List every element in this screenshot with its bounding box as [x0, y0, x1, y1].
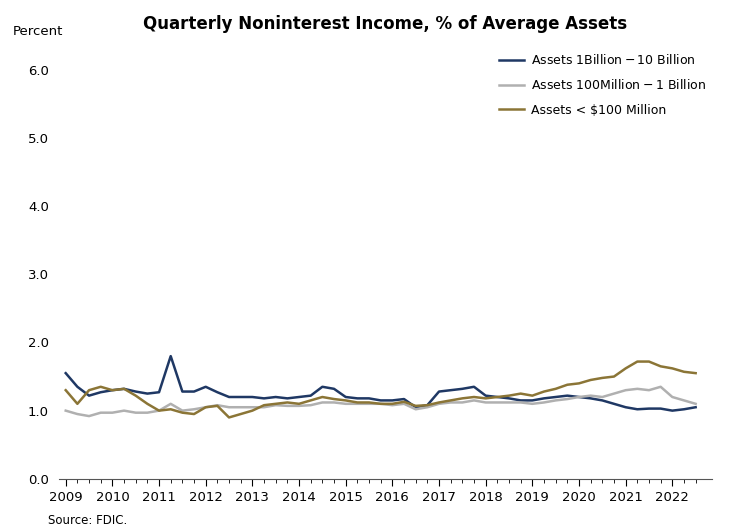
Assets < $100 Million — [644, 359, 653, 365]
Assets < $100 Million — [178, 410, 186, 416]
Assets $1 Billion - $10 Billion — [225, 394, 233, 400]
Assets $100 Million - $1 Billion — [680, 397, 688, 404]
Assets $100 Million - $1 Billion — [656, 384, 665, 390]
Line: Assets $100 Million - $1 Billion: Assets $100 Million - $1 Billion — [66, 387, 696, 416]
Assets < $100 Million — [680, 369, 688, 375]
Assets $1 Billion - $10 Billion — [668, 408, 677, 414]
Assets $1 Billion - $10 Billion — [131, 388, 140, 395]
Assets < $100 Million — [691, 370, 700, 376]
Assets < $100 Million — [225, 414, 233, 421]
Line: Assets < $100 Million: Assets < $100 Million — [66, 362, 696, 418]
Assets $100 Million - $1 Billion — [189, 406, 198, 412]
Title: Quarterly Noninterest Income, % of Average Assets: Quarterly Noninterest Income, % of Avera… — [143, 15, 628, 32]
Assets $100 Million - $1 Billion — [84, 413, 93, 419]
Assets < $100 Million — [131, 393, 140, 399]
Assets $1 Billion - $10 Billion — [62, 370, 70, 376]
Assets $100 Million - $1 Billion — [306, 402, 315, 409]
Line: Assets $1 Billion - $10 Billion: Assets $1 Billion - $10 Billion — [66, 356, 696, 411]
Assets $1 Billion - $10 Billion — [167, 353, 175, 359]
Assets $1 Billion - $10 Billion — [189, 388, 198, 395]
Assets $1 Billion - $10 Billion — [633, 406, 642, 412]
Text: Percent: Percent — [13, 25, 63, 38]
Assets $100 Million - $1 Billion — [143, 410, 152, 416]
Assets $100 Million - $1 Billion — [691, 401, 700, 407]
Assets $100 Million - $1 Billion — [225, 404, 233, 410]
Assets < $100 Million — [306, 397, 315, 404]
Legend: Assets $1 Billion - $10 Billion, Assets $100 Million - $1 Billion, Assets < $100: Assets $1 Billion - $10 Billion, Assets … — [499, 53, 705, 117]
Assets $1 Billion - $10 Billion — [306, 393, 315, 399]
Assets < $100 Million — [633, 359, 642, 365]
Assets $100 Million - $1 Billion — [62, 408, 70, 414]
Text: Source: FDIC.: Source: FDIC. — [48, 514, 127, 527]
Assets < $100 Million — [62, 387, 70, 393]
Assets < $100 Million — [213, 403, 222, 409]
Assets $1 Billion - $10 Billion — [691, 404, 700, 410]
Assets $100 Million - $1 Billion — [633, 386, 642, 392]
Assets $1 Billion - $10 Billion — [680, 406, 688, 412]
